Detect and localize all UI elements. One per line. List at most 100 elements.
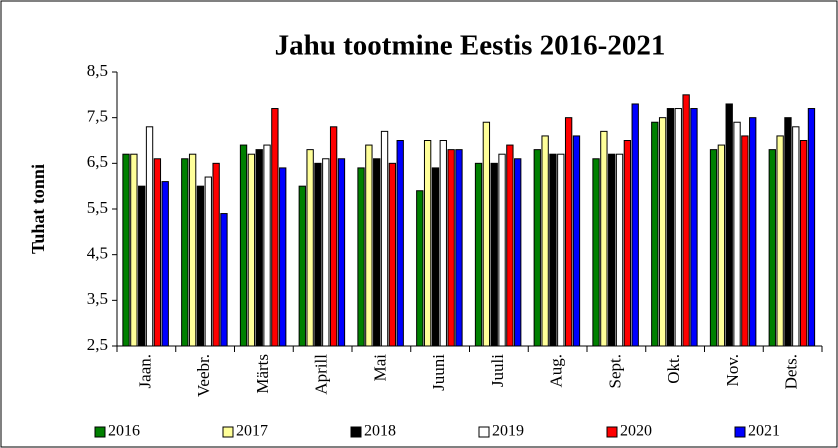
bar (749, 117, 757, 347)
bar (733, 121, 741, 347)
legend-label: 2019 (492, 423, 524, 440)
bar (365, 144, 373, 347)
bar (279, 167, 287, 347)
bar (204, 176, 212, 347)
bar (776, 135, 784, 347)
legend-swatch (350, 426, 362, 438)
bar (690, 108, 698, 347)
bar (498, 153, 506, 347)
bar (298, 185, 306, 347)
x-tick-label: Mai (370, 354, 389, 382)
bar (717, 144, 726, 347)
legend-swatch (222, 426, 234, 438)
x-tick-label: Okt. (664, 354, 683, 384)
bar (564, 117, 573, 347)
x-tick-label: Dets. (782, 354, 801, 389)
bar (482, 121, 491, 347)
bar (725, 103, 733, 347)
x-tick-label: Jaan. (135, 354, 154, 388)
bar (572, 135, 581, 347)
bar (631, 103, 639, 347)
y-tick-label: 8,5 (87, 61, 108, 80)
bar (306, 149, 314, 347)
bar (674, 108, 682, 347)
bar (423, 140, 432, 347)
bar (592, 158, 600, 347)
bar (416, 190, 424, 347)
y-tick-label: 7,5 (87, 107, 108, 126)
y-tick-label: 4,5 (87, 244, 108, 263)
bar (196, 185, 205, 347)
bar (506, 144, 514, 347)
bar (666, 108, 675, 347)
bar (220, 213, 228, 347)
bar (474, 162, 483, 347)
bar (557, 153, 565, 347)
bar (396, 140, 404, 347)
bar (709, 149, 718, 347)
bar (161, 181, 169, 347)
legend-swatch (606, 426, 618, 438)
bar (337, 158, 346, 347)
bar (784, 117, 792, 347)
bar (490, 162, 498, 347)
bar (357, 167, 365, 347)
bar (188, 153, 197, 347)
y-tick-label: 2,5 (87, 335, 108, 354)
bar (651, 121, 659, 347)
x-tick-label: Aug. (547, 354, 566, 388)
bar (271, 108, 279, 347)
y-tick-label: 6,5 (87, 152, 108, 171)
bar (549, 153, 557, 347)
bar (741, 135, 749, 347)
x-tick-label: Sept. (605, 354, 624, 388)
bar (600, 130, 608, 347)
bar (615, 153, 624, 347)
bar (373, 158, 381, 347)
bar (533, 149, 541, 347)
x-tick-label: Nov. (723, 354, 742, 386)
bar (388, 162, 397, 347)
bar (153, 158, 162, 347)
legend-label: 2016 (108, 423, 140, 440)
y-axis-title: Tuhat tonni (28, 164, 48, 254)
bar (239, 144, 248, 347)
x-tick-label: Juuni (429, 354, 448, 391)
bar (145, 126, 154, 347)
x-tick-label: Aprill (312, 354, 331, 395)
bar (768, 149, 776, 347)
x-tick-label: Juuli (488, 354, 507, 387)
legend-label: 2018 (364, 423, 396, 440)
bar (682, 94, 690, 347)
bar (212, 162, 220, 347)
bar (792, 126, 800, 347)
bar (122, 153, 130, 347)
bar (658, 117, 667, 347)
legend-label: 2017 (236, 423, 268, 440)
bar (314, 162, 322, 347)
bar (447, 149, 455, 347)
bar (514, 158, 522, 347)
y-tick-label: 3,5 (87, 289, 108, 308)
bar (181, 158, 189, 347)
bar (329, 126, 338, 347)
legend-swatch (478, 426, 490, 438)
bar (247, 153, 256, 347)
x-tick-label: Veebr. (194, 354, 213, 397)
legend-label: 2020 (620, 423, 652, 440)
x-tick-label: Märts (253, 354, 272, 394)
y-tick-label: 5,5 (87, 198, 108, 217)
bar (322, 158, 330, 347)
legend-label: 2021 (748, 423, 780, 440)
bar (431, 167, 440, 347)
legend-swatch (734, 426, 746, 438)
bar (263, 144, 271, 347)
bar (623, 140, 632, 347)
bar (138, 185, 146, 347)
bar (439, 140, 447, 347)
bar (380, 130, 389, 347)
bar (608, 153, 616, 347)
bar (807, 108, 816, 347)
bar (455, 149, 463, 347)
